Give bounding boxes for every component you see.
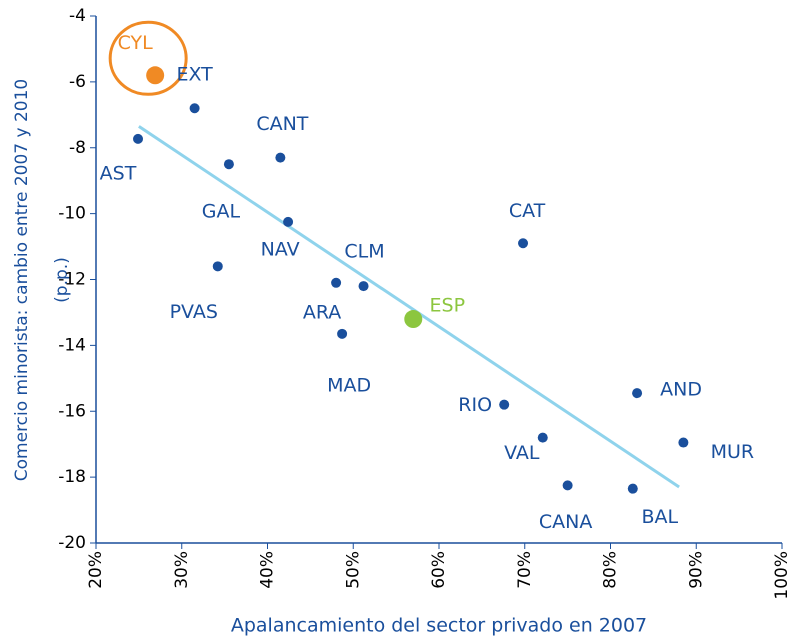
point: [518, 238, 529, 249]
y-tick-label: -20: [58, 533, 86, 553]
point-label: CANA: [539, 511, 592, 533]
point-label: VAL: [504, 442, 540, 464]
point-label: BAL: [641, 506, 678, 528]
point-label: MAD: [327, 374, 371, 396]
highlight-ring: [108, 20, 188, 96]
x-tick-label: 90%: [686, 551, 706, 589]
point: [275, 152, 286, 163]
point-label: RIO: [458, 394, 492, 416]
point-label: EXT: [176, 64, 213, 86]
point: [189, 103, 200, 114]
point: [146, 66, 165, 85]
point-label: GAL: [202, 201, 241, 223]
point-label: ESP: [430, 295, 466, 317]
point: [562, 480, 573, 491]
point: [212, 261, 223, 272]
point: [632, 388, 643, 399]
y-axis-title: Comercio minorista: cambio entre 2007 y …: [12, 79, 32, 481]
y-tick-label: -16: [58, 401, 86, 421]
point: [133, 133, 144, 144]
y-tick-label: -8: [69, 138, 86, 158]
y-tick-label: -12: [58, 270, 86, 290]
point: [337, 328, 348, 339]
x-tick-label: 70%: [515, 551, 535, 589]
y-tick-label: -10: [58, 204, 86, 224]
x-tick-label: 100%: [772, 551, 792, 600]
point: [537, 432, 548, 443]
point-label: PVAS: [170, 301, 218, 323]
point: [283, 216, 294, 227]
y-tick-label: -14: [58, 335, 86, 355]
x-tick-label: 60%: [429, 551, 449, 589]
x-tick-label: 30%: [172, 551, 192, 589]
point-label: CYL: [118, 32, 154, 54]
point-label: AND: [660, 379, 702, 401]
point: [358, 281, 369, 292]
y-tick-label: -4: [69, 6, 86, 26]
x-tick-label: 80%: [601, 551, 621, 589]
point-label: AST: [100, 162, 137, 184]
point-label: MUR: [711, 441, 755, 463]
point: [331, 277, 342, 288]
trendline: [138, 125, 680, 489]
point: [223, 159, 234, 170]
point-label: NAV: [261, 238, 300, 260]
x-tick-label: 40%: [258, 551, 278, 589]
point-label: CLM: [344, 241, 384, 263]
y-axis-title: (p.p.): [52, 257, 72, 303]
point-label: CAT: [509, 200, 546, 222]
point-label: CANT: [256, 113, 308, 135]
y-tick-label: -18: [58, 467, 86, 487]
x-axis-title: Apalancamiento del sector privado en 200…: [231, 615, 647, 637]
x-tick-label: 50%: [343, 551, 363, 589]
point: [404, 310, 423, 329]
point-label: ARA: [303, 301, 341, 323]
x-tick-label: 20%: [86, 551, 106, 589]
point: [627, 483, 638, 494]
y-tick-label: -6: [69, 72, 86, 92]
point: [499, 399, 510, 410]
point: [678, 437, 689, 448]
